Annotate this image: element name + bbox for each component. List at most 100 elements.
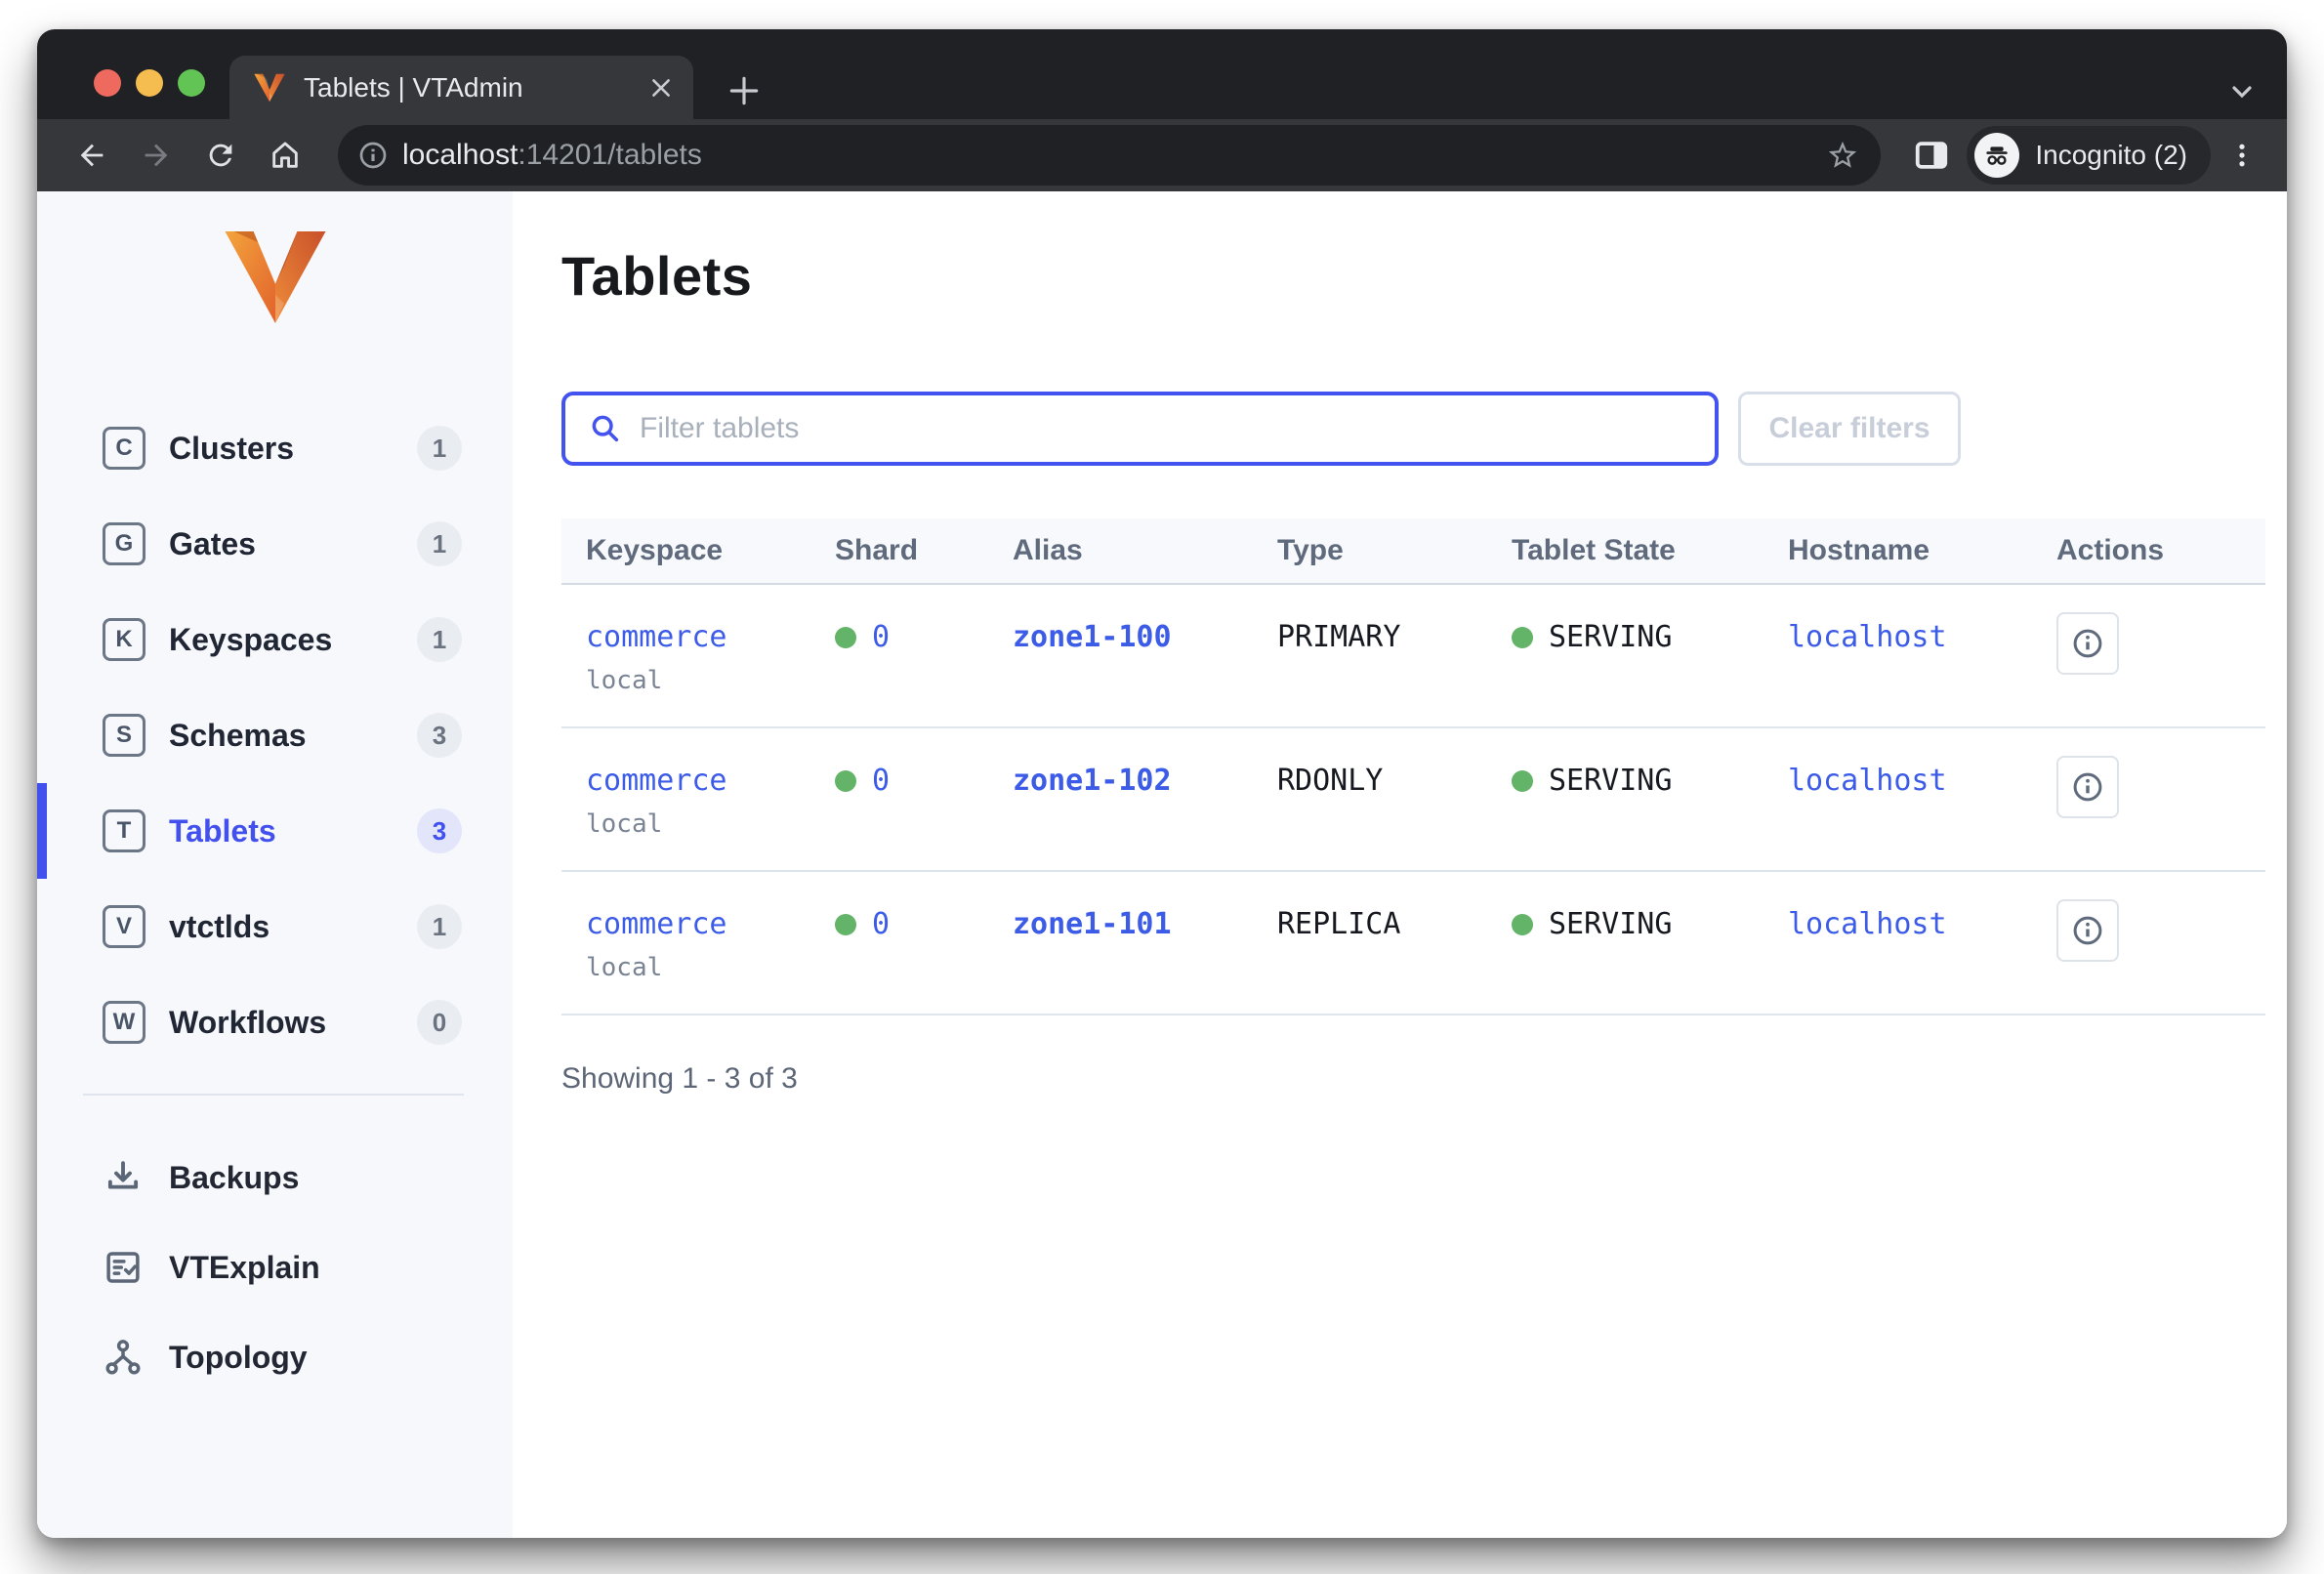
zoom-window-button[interactable] (178, 69, 205, 97)
sidebar-item-gates[interactable]: G Gates 1 (37, 496, 513, 592)
keyspaces-icon: K (103, 618, 145, 661)
sidebar-item-label: Backups (169, 1159, 300, 1195)
close-window-button[interactable] (94, 69, 121, 97)
gates-icon: G (103, 522, 145, 565)
row-info-button[interactable] (2056, 899, 2119, 962)
state-status-dot (1512, 769, 1533, 792)
alias-link[interactable]: zone1-100 (1013, 620, 1172, 654)
topology-icon (103, 1337, 144, 1378)
back-icon[interactable] (64, 128, 119, 183)
sidebar-item-label: Gates (169, 525, 256, 561)
count-badge: 3 (417, 808, 462, 853)
sidebar-item-label: Schemas (169, 717, 307, 753)
vtctlds-icon: V (103, 905, 145, 948)
page-content: C Clusters 1 G Gates 1 K Keyspaces 1 S S… (37, 191, 2287, 1538)
keyspace-link[interactable]: commerce (586, 620, 727, 654)
sidebar-item-schemas[interactable]: S Schemas 3 (37, 687, 513, 783)
column-header: Actions (2056, 534, 2165, 566)
column-header: Type (1277, 534, 1344, 566)
schemas-icon: S (103, 714, 145, 757)
table-row: commerce local 0 zone1-101 REPLICA SERVI… (561, 872, 2265, 1015)
sidebar-divider (83, 1094, 464, 1096)
url-bar[interactable]: localhost:14201/tablets (338, 125, 1882, 186)
count-badge: 0 (417, 1000, 462, 1045)
hostname-link[interactable]: localhost (1788, 907, 1947, 941)
workflows-icon: W (103, 1001, 145, 1044)
sidebar: C Clusters 1 G Gates 1 K Keyspaces 1 S S… (37, 191, 513, 1538)
tab-search-chevron-icon[interactable] (2226, 76, 2258, 107)
browser-window: Tablets | VTAdmin localhos (37, 29, 2287, 1538)
keyspace-link[interactable]: commerce (586, 907, 727, 941)
sidebar-item-keyspaces[interactable]: K Keyspaces 1 (37, 592, 513, 687)
tablet-type: PRIMARY (1277, 620, 1401, 654)
hostname-link[interactable]: localhost (1788, 764, 1947, 798)
document-check-icon (103, 1247, 144, 1288)
sidebar-tools: Backups VTExplain Topology (37, 1133, 513, 1402)
side-panel-icon[interactable] (1906, 130, 1957, 181)
shard-status-dot (835, 626, 856, 648)
sidebar-item-tablets[interactable]: T Tablets 3 (37, 783, 513, 879)
shard-link[interactable]: 0 (872, 620, 891, 654)
bookmark-star-icon[interactable] (1826, 139, 1859, 172)
tablet-type: REPLICA (1277, 907, 1401, 941)
hostname-link[interactable]: localhost (1788, 620, 1947, 654)
browser-toolbar: localhost:14201/tablets Incognito (2) (37, 119, 2287, 191)
filter-tablets-input[interactable] (640, 412, 1691, 445)
filter-box (561, 392, 1719, 466)
keyspace-link[interactable]: commerce (586, 764, 727, 798)
url-path: :14201/tablets (518, 139, 702, 171)
tablet-state: SERVING (1549, 620, 1673, 654)
vitess-favicon-icon (254, 73, 285, 102)
traffic-lights (94, 69, 205, 97)
minimize-window-button[interactable] (136, 69, 163, 97)
row-info-button[interactable] (2056, 612, 2119, 675)
count-badge: 1 (417, 617, 462, 662)
alias-link[interactable]: zone1-102 (1013, 764, 1172, 798)
row-info-button[interactable] (2056, 756, 2119, 818)
url-host: localhost (402, 139, 519, 171)
new-tab-button[interactable] (726, 72, 763, 109)
download-icon (103, 1157, 144, 1198)
column-header: Hostname (1788, 534, 1930, 566)
sidebar-item-label: VTExplain (169, 1249, 320, 1285)
state-status-dot (1512, 626, 1533, 648)
shard-link[interactable]: 0 (872, 764, 891, 798)
browser-menu-icon[interactable] (2220, 130, 2263, 181)
sidebar-item-label: Topology (169, 1339, 308, 1375)
alias-link[interactable]: zone1-101 (1013, 907, 1172, 941)
sidebar-item-backups[interactable]: Backups (37, 1133, 513, 1222)
table-header-row: Keyspace Shard Alias Type Tablet State H… (561, 518, 2265, 585)
home-icon[interactable] (258, 128, 312, 183)
count-badge: 1 (417, 904, 462, 949)
sidebar-nav: C Clusters 1 G Gates 1 K Keyspaces 1 S S… (37, 400, 513, 1070)
sidebar-item-topology[interactable]: Topology (37, 1312, 513, 1402)
results-summary: Showing 1 - 3 of 3 (561, 1062, 798, 1095)
cluster-name: local (586, 666, 663, 695)
table-row: commerce local 0 zone1-102 RDONLY SERVIN… (561, 728, 2265, 872)
clear-filters-button[interactable]: Clear filters (1738, 392, 1961, 466)
main-panel: Tablets Clear filters Keyspace Shard Ali… (513, 191, 2287, 1538)
sidebar-item-label: vtctlds (169, 908, 270, 944)
site-info-icon[interactable] (357, 140, 389, 171)
cluster-name: local (586, 809, 663, 839)
incognito-label: Incognito (2) (2035, 140, 2187, 170)
column-header: Alias (1013, 534, 1083, 566)
forward-icon[interactable] (129, 128, 184, 183)
tab-strip: Tablets | VTAdmin (37, 29, 2287, 119)
sidebar-item-clusters[interactable]: C Clusters 1 (37, 400, 513, 496)
sidebar-item-label: Clusters (169, 430, 295, 466)
table-row: commerce local 0 zone1-100 PRIMARY SERVI… (561, 585, 2265, 728)
browser-tab[interactable]: Tablets | VTAdmin (229, 56, 693, 119)
reload-icon[interactable] (193, 128, 248, 183)
sidebar-item-vtexplain[interactable]: VTExplain (37, 1222, 513, 1312)
incognito-chip[interactable]: Incognito (2) (1967, 126, 2211, 185)
count-badge: 1 (417, 426, 462, 471)
column-header: Shard (835, 534, 919, 566)
shard-link[interactable]: 0 (872, 907, 891, 941)
column-header: Keyspace (586, 534, 724, 566)
sidebar-item-vtctlds[interactable]: V vtctlds 1 (37, 879, 513, 974)
tab-close-icon[interactable] (648, 75, 674, 101)
shard-status-dot (835, 913, 856, 935)
sidebar-item-workflows[interactable]: W Workflows 0 (37, 974, 513, 1070)
sidebar-item-label: Workflows (169, 1004, 327, 1040)
